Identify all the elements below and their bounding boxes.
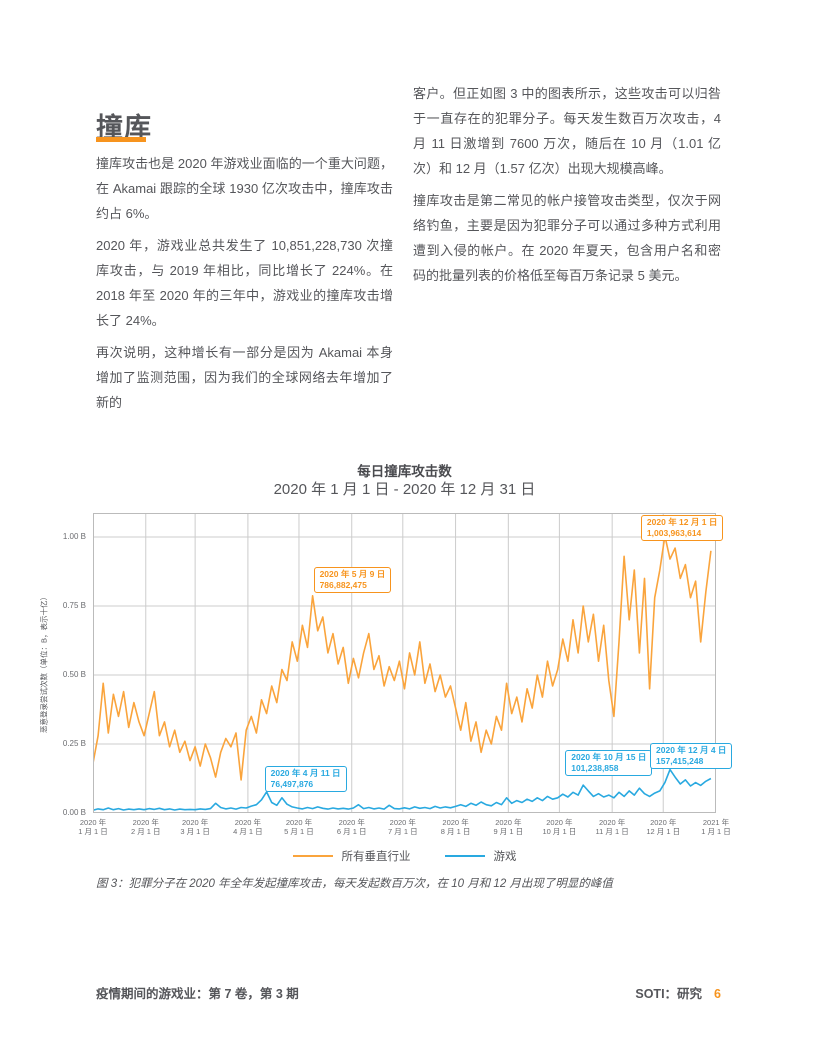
legend-line-swatch	[444, 855, 485, 857]
y-axis-tick-label: 0.00 B	[62, 808, 86, 817]
legend-label: 游戏	[493, 851, 517, 863]
paragraph: 2020 年，游戏业总共发生了 10,851,228,730 次撞库攻击，与 2…	[96, 238, 393, 328]
y-axis-tick-label: 1.00 B	[62, 532, 86, 541]
chart-subtitle: 2020 年 1 月 1 日 - 2020 年 12 月 31 日	[273, 481, 536, 498]
body-column-right: 客户。但正如图 3 中的图表所示，这些攻击可以归咎于一直存在的犯罪分子。每天发生…	[413, 81, 721, 295]
chart-title: 每日撞库攻击数	[357, 464, 452, 479]
title-accent-rule	[96, 137, 146, 142]
figure-caption: 图 3：犯罪分子在 2020 年全年发起撞库攻击，每天发起数百万次，在 10 月…	[96, 878, 613, 890]
page-number: 6	[714, 987, 721, 1001]
chart-annotation: 2020 年 4 月 11 日 76,497,876	[264, 765, 347, 792]
chart-annotation: 2020 年 5 月 9 日 786,882,475	[313, 566, 392, 593]
page-footer: 疫情期间的游戏业：第 7 卷，第 3 期 SOTI：研究 6	[96, 983, 721, 1002]
footer-series-label: SOTI：研究	[635, 987, 703, 1001]
y-axis-tick-label: 0.50 B	[62, 670, 86, 679]
paragraph: 撞库攻击也是 2020 年游戏业面临的一个重大问题，在 Akamai 跟踪的全球…	[96, 156, 393, 221]
body-column-left: 撞库攻击也是 2020 年游戏业面临的一个重大问题，在 Akamai 跟踪的全球…	[96, 151, 393, 422]
x-axis-tick-label: 2020 年 12 月 1 日	[646, 818, 681, 836]
footer-publication-title: 疫情期间的游戏业：第 7 卷，第 3 期	[96, 987, 299, 1001]
footer-right-group: SOTI：研究 6	[635, 983, 721, 1002]
chart-annotation: 2020 年 12 月 1 日 1,003,963,614	[640, 514, 724, 541]
chart-region: 恶意登录尝试次数（单位：B，表示十亿） 0.00 B 0.25 B 0.50 B 0.…	[40, 513, 733, 836]
paragraph: 客户。但正如图 3 中的图表所示，这些攻击可以归咎于一直存在的犯罪分子。每天发生…	[413, 86, 721, 176]
chart-legend: 所有垂直行业 游戏	[93, 848, 716, 864]
y-axis-tick-label: 0.75 B	[62, 601, 86, 610]
y-axis-title: 恶意登录尝试次数（单位：B，表示十亿）	[39, 592, 49, 734]
x-axis-tick-label: 2020 年 10 月 1 日	[542, 818, 577, 836]
chart-annotation: 2020 年 12 月 4 日 157,415,248	[650, 742, 733, 769]
legend-item: 所有垂直行业	[292, 848, 411, 864]
x-axis-tick-label: 2020 年 11 月 1 日	[595, 818, 629, 836]
paragraph: 再次说明，这种增长有一部分是因为 Akamai 本身增加了监测范围，因为我们的全…	[96, 345, 393, 410]
legend-item: 游戏	[444, 848, 517, 864]
legend-label: 所有垂直行业	[341, 851, 411, 863]
legend-line-swatch	[292, 855, 333, 857]
paragraph: 撞库攻击是第二常见的帐户接管攻击类型，仅次于网络钓鱼，主要是因为犯罪分子可以通过…	[413, 193, 721, 283]
y-axis-tick-label: 0.25 B	[62, 739, 86, 748]
chart-annotation: 2020 年 10 月 15 日 101,238,858	[565, 750, 653, 777]
